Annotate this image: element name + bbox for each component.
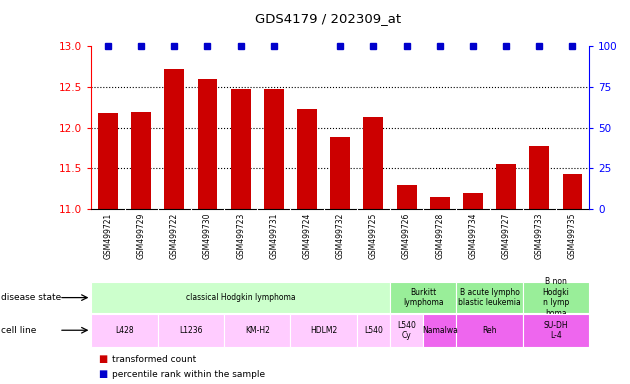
Text: L1236: L1236	[179, 326, 203, 335]
Bar	[158, 314, 224, 347]
Bar	[463, 193, 483, 209]
Text: disease state: disease state	[1, 293, 62, 302]
Text: transformed count: transformed count	[112, 354, 196, 364]
Text: GSM499730: GSM499730	[203, 213, 212, 260]
Bar	[430, 197, 450, 209]
Bar	[390, 314, 423, 347]
Text: GSM499726: GSM499726	[402, 213, 411, 259]
Bar	[496, 164, 516, 209]
Bar	[297, 109, 317, 209]
Bar	[164, 69, 184, 209]
Text: GDS4179 / 202309_at: GDS4179 / 202309_at	[255, 12, 401, 25]
Bar	[390, 282, 456, 313]
Bar	[563, 174, 582, 209]
Text: HDLM2: HDLM2	[310, 326, 337, 335]
Text: B non
Hodgki
n lymp
homa: B non Hodgki n lymp homa	[542, 278, 570, 318]
Text: KM-H2: KM-H2	[245, 326, 270, 335]
Bar	[131, 112, 151, 209]
Bar	[423, 314, 456, 347]
Bar	[523, 282, 589, 313]
Text: Burkitt
lymphoma: Burkitt lymphoma	[403, 288, 444, 307]
Bar	[98, 113, 118, 209]
Text: GSM499732: GSM499732	[336, 213, 345, 259]
Bar	[357, 314, 390, 347]
Bar	[523, 314, 589, 347]
Text: GSM499723: GSM499723	[236, 213, 245, 259]
Bar	[264, 89, 284, 209]
Bar	[330, 137, 350, 209]
Text: classical Hodgkin lymphoma: classical Hodgkin lymphoma	[186, 293, 295, 302]
Text: GSM499733: GSM499733	[535, 213, 544, 260]
Text: Reh: Reh	[482, 326, 497, 335]
Text: GSM499735: GSM499735	[568, 213, 577, 260]
Text: B acute lympho
blastic leukemia: B acute lympho blastic leukemia	[458, 288, 521, 307]
Text: GSM499721: GSM499721	[103, 213, 112, 259]
Bar	[198, 79, 217, 209]
Text: GSM499727: GSM499727	[501, 213, 510, 259]
Text: GSM499731: GSM499731	[270, 213, 278, 259]
Text: L540
Cy: L540 Cy	[397, 321, 416, 340]
Bar	[364, 117, 383, 209]
Text: GSM499728: GSM499728	[435, 213, 444, 259]
Text: L428: L428	[115, 326, 134, 335]
Bar	[529, 146, 549, 209]
Text: Namalwa: Namalwa	[422, 326, 457, 335]
Text: ■: ■	[98, 354, 107, 364]
Bar	[456, 282, 523, 313]
Text: cell line: cell line	[1, 326, 37, 335]
Text: GSM499722: GSM499722	[170, 213, 179, 259]
Bar	[91, 282, 390, 313]
Bar	[231, 89, 251, 209]
Bar	[290, 314, 357, 347]
Text: SU-DH
L-4: SU-DH L-4	[544, 321, 568, 340]
Text: percentile rank within the sample: percentile rank within the sample	[112, 370, 265, 379]
Bar	[397, 185, 416, 209]
Text: GSM499725: GSM499725	[369, 213, 378, 259]
Bar	[91, 314, 158, 347]
Bar	[456, 314, 523, 347]
Text: GSM499729: GSM499729	[137, 213, 146, 259]
Bar	[224, 314, 290, 347]
Text: ■: ■	[98, 369, 107, 379]
Text: GSM499724: GSM499724	[302, 213, 311, 259]
Text: GSM499734: GSM499734	[469, 213, 478, 260]
Text: L540: L540	[364, 326, 383, 335]
